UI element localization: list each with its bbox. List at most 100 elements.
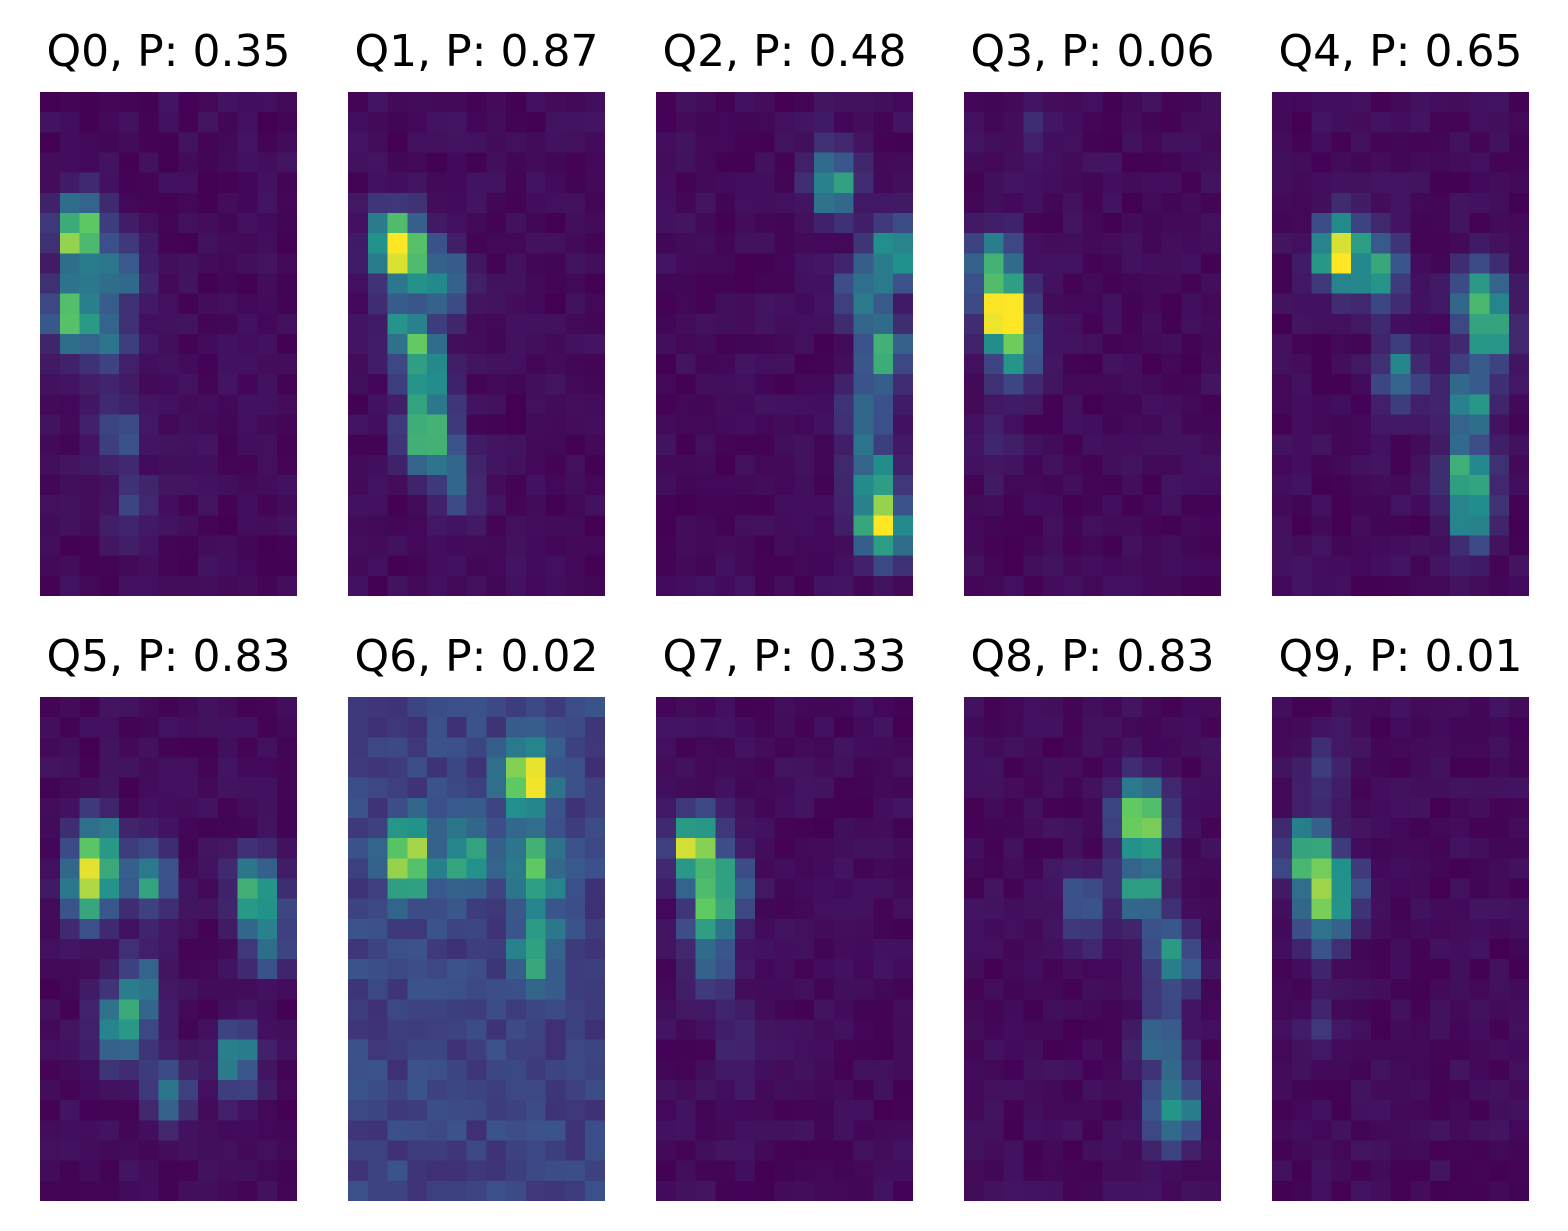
heatmap-cell <box>1003 878 1024 900</box>
heatmap-cell <box>59 757 81 779</box>
heatmap-cell <box>1410 697 1431 718</box>
heatmap-cell <box>735 575 756 596</box>
heatmap-cell <box>407 938 428 960</box>
heatmap-cell <box>387 575 408 596</box>
heatmap-cell <box>893 1160 913 1182</box>
heatmap-cell <box>1469 475 1491 496</box>
heatmap-cell <box>237 717 259 738</box>
heatmap-cell <box>1449 555 1471 577</box>
heatmap-cell <box>1161 938 1183 960</box>
heatmap-cell <box>833 132 855 154</box>
heatmap-cell <box>1489 717 1510 738</box>
heatmap-cell <box>466 354 487 375</box>
heatmap-cell <box>217 817 239 839</box>
heatmap-cell <box>964 1039 985 1061</box>
heatmap-cell <box>178 1100 199 1121</box>
heatmap-cell <box>964 898 985 920</box>
heatmap-cell <box>1062 777 1084 799</box>
heatmap-cell <box>1390 1019 1411 1041</box>
heatmap-cell <box>675 354 697 375</box>
heatmap-cell <box>1469 132 1491 154</box>
heatmap-cell <box>853 1100 875 1121</box>
heatmap-cell <box>893 1180 913 1201</box>
heatmap-cell <box>506 293 527 315</box>
heatmap-cell <box>964 132 985 154</box>
heatmap-cell <box>754 938 776 960</box>
heatmap-cell <box>1181 333 1202 355</box>
heatmap-cell <box>814 313 835 335</box>
heatmap-cell <box>1141 1140 1163 1162</box>
heatmap-cell <box>525 1180 547 1201</box>
heatmap-cell <box>1003 1160 1024 1182</box>
heatmap-cell <box>1062 354 1084 375</box>
heatmap-cell <box>466 454 487 476</box>
heatmap-cell <box>774 938 795 960</box>
heatmap-cell <box>1370 717 1392 738</box>
heatmap-cell <box>1272 1080 1293 1101</box>
heatmap-cell <box>257 414 278 436</box>
heatmap-cell <box>99 1039 120 1061</box>
heatmap-cell <box>79 1120 100 1142</box>
heatmap-cell <box>1102 817 1123 839</box>
heatmap-cell <box>1351 354 1372 375</box>
heatmap-cell <box>387 454 408 476</box>
heatmap-cell <box>585 717 605 738</box>
heatmap-cell <box>506 717 527 738</box>
heatmap-cell <box>1430 797 1451 819</box>
heatmap-cell <box>1272 354 1293 375</box>
heatmap-cell <box>1102 858 1123 880</box>
heatmap-cell <box>774 1140 795 1162</box>
heatmap-cell <box>814 112 835 133</box>
heatmap-cell <box>367 777 389 799</box>
heatmap-cell <box>1043 515 1064 537</box>
heatmap-cell <box>1489 454 1510 476</box>
heatmap-cell <box>1351 817 1372 839</box>
heatmap-cell <box>695 1080 716 1101</box>
heatmap-cell <box>735 1019 756 1041</box>
heatmap-cell <box>675 1039 697 1061</box>
heatmap-cell <box>565 697 586 718</box>
heatmap-cell <box>794 1100 815 1121</box>
heatmap-cell <box>198 555 219 577</box>
heatmap-cell <box>387 132 408 154</box>
heatmap-cell <box>1023 354 1044 375</box>
heatmap-cell <box>348 293 369 315</box>
heatmap-cell <box>1062 1140 1084 1162</box>
heatmap-cell <box>79 938 100 960</box>
heatmap-cell <box>754 838 776 859</box>
heatmap-cell <box>198 737 219 759</box>
heatmap-cell <box>1181 293 1202 315</box>
heatmap-cell <box>754 354 776 375</box>
heatmap-cell <box>893 999 913 1021</box>
heatmap-cell <box>407 697 428 718</box>
heatmap-cell <box>1449 495 1471 516</box>
heatmap-cell <box>1449 1019 1471 1041</box>
heatmap-cell <box>158 1039 179 1061</box>
heatmap-cell <box>1102 717 1123 738</box>
heatmap-cell <box>1181 1140 1202 1162</box>
heatmap-cell <box>99 717 120 738</box>
heatmap-cell <box>506 1140 527 1162</box>
heatmap <box>964 697 1221 1201</box>
heatmap-cell <box>367 374 389 395</box>
heatmap-cell <box>277 333 297 355</box>
heatmap-cell <box>754 132 776 154</box>
heatmap-cell <box>446 959 468 980</box>
heatmap-cell <box>427 374 448 395</box>
heatmap-cell <box>1161 112 1183 133</box>
heatmap-cell <box>1043 555 1064 577</box>
heatmap-cell <box>1122 172 1143 194</box>
heatmap-cell <box>1141 475 1163 496</box>
heatmap-cell <box>814 333 835 355</box>
heatmap-cell <box>1122 112 1143 133</box>
heatmap-cell <box>1351 858 1372 880</box>
heatmap-cell <box>427 333 448 355</box>
heatmap-cell <box>1181 233 1202 254</box>
heatmap-cell <box>1272 313 1293 335</box>
heatmap-cell <box>40 938 61 960</box>
heatmap-cell <box>853 313 875 335</box>
heatmap-cell <box>1410 1019 1431 1041</box>
heatmap-cell <box>486 333 507 355</box>
heatmap-cell <box>833 192 855 214</box>
heatmap-cell <box>1122 92 1143 113</box>
